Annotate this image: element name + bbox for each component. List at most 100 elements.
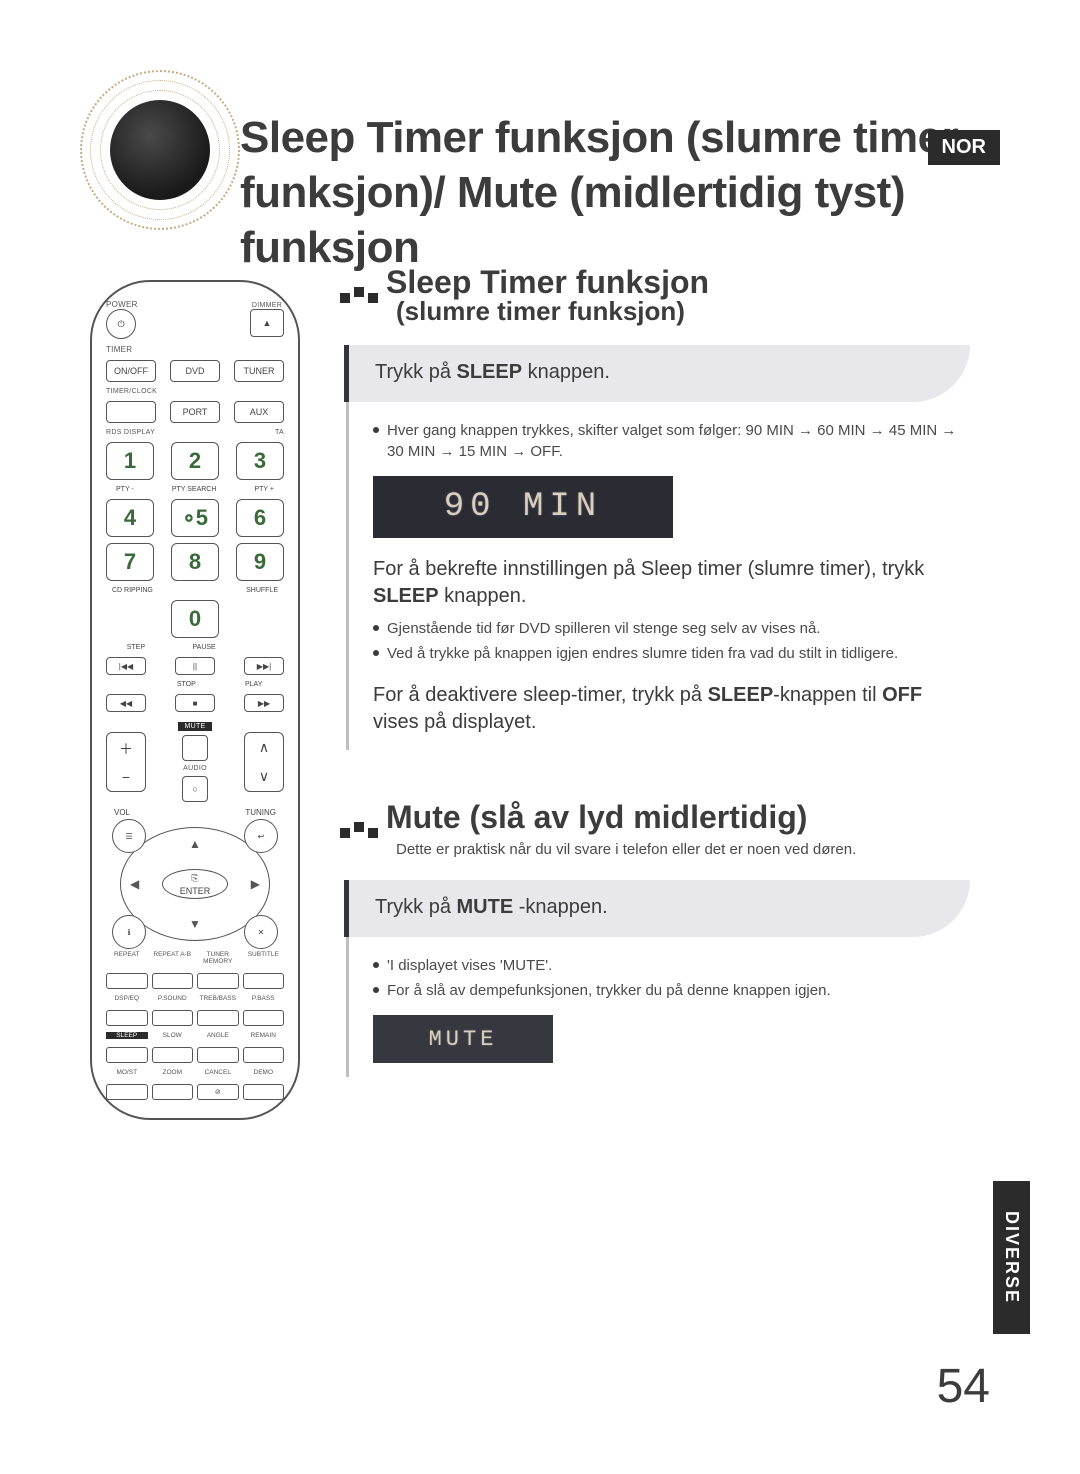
mute-button xyxy=(182,735,208,761)
bullet-dot-icon xyxy=(373,650,379,656)
remote-label-angle: ANGLE xyxy=(197,1032,239,1039)
tunermem-button xyxy=(197,973,239,989)
pause-button: || xyxy=(175,657,215,675)
zoom-button xyxy=(152,1084,194,1100)
remote-label-pause: PAUSE xyxy=(193,644,216,651)
num-8: 8 xyxy=(171,543,219,581)
display-mute: MUTE xyxy=(373,1015,553,1063)
most-button xyxy=(106,1084,148,1100)
num-4: 4 xyxy=(106,499,154,537)
page-number: 54 xyxy=(937,1359,990,1414)
bullet-item: For å slå av dempefunksjonen, trykker du… xyxy=(373,980,970,1001)
remote-label-ptysearch: PTY SEARCH xyxy=(172,486,217,493)
num-7: 7 xyxy=(106,543,154,581)
step-card-mute: Trykk på MUTE -knappen. xyxy=(344,880,970,937)
remote-label-ptyminus: PTY - xyxy=(116,486,134,493)
num-0: 0 xyxy=(171,600,219,638)
section1-body: Hver gang knappen trykkes, skifter valge… xyxy=(346,402,970,750)
remote-label-tuning: TUNING xyxy=(245,808,276,817)
tuner-button: TUNER xyxy=(234,360,284,382)
bullet-item: Ved å trykke på knappen igjen endres slu… xyxy=(373,643,970,664)
remote-label-stop: STOP xyxy=(177,681,196,688)
cancel-button: ⊘ xyxy=(197,1084,239,1100)
remote-label-dimmer: DIMMER xyxy=(250,302,284,309)
remote-label-play: PLAY xyxy=(245,681,262,688)
bullet-dot-icon xyxy=(373,987,379,993)
remote-label-cdripping: CD RIPPING xyxy=(112,587,153,594)
remote-label-ta: TA xyxy=(275,429,284,436)
sleep-button xyxy=(106,1047,148,1063)
para-deactivate: For å deaktivere sleep-timer, trykk på S… xyxy=(373,682,970,736)
language-badge: NOR xyxy=(928,130,1000,165)
dimmer-button: ▲ xyxy=(250,309,284,337)
remote-label-step: STEP xyxy=(127,644,145,651)
remote-label-rds: RDS DISPLAY xyxy=(106,429,155,436)
remote-label-repeatab: REPEAT A-B xyxy=(152,951,194,965)
slow-button xyxy=(152,1047,194,1063)
prev-button: |◀◀ xyxy=(106,657,146,675)
remote-label-audio: AUDIO xyxy=(183,765,207,772)
audio-button: ○ xyxy=(182,776,208,802)
remote-label-timer: TIMER xyxy=(106,345,284,354)
remote-label-tunermem: TUNER MEMORY xyxy=(197,951,239,965)
bullet-dot-icon xyxy=(373,962,379,968)
section2-title: Mute (slå av lyd midlertidig) xyxy=(340,800,970,835)
num-9: 9 xyxy=(236,543,284,581)
section-bullet-icon xyxy=(340,287,378,297)
num-5: ∘5 xyxy=(171,499,219,537)
title-line-2: funksjon)/ Mute (midlertidig tyst) funks… xyxy=(240,165,1000,275)
repeatab-button xyxy=(152,973,194,989)
bullet-dot-icon xyxy=(373,625,379,631)
enter-button: ⎘ ENTER xyxy=(162,869,228,899)
remote-label-timerclock: TIMER/CLOCK xyxy=(106,388,157,395)
remote-label-repeat: REPEAT xyxy=(106,951,148,965)
remote-label-slow: SLOW xyxy=(152,1032,194,1039)
remote-label-demo: DEMO xyxy=(243,1069,285,1076)
angle-button xyxy=(197,1047,239,1063)
menu-button: ☰ xyxy=(112,819,146,853)
remote-label-shuffle: SHUFFLE xyxy=(246,587,278,594)
remote-label-enter: ENTER xyxy=(180,886,211,896)
num-3: 3 xyxy=(236,442,284,480)
remote-label-cancel: CANCEL xyxy=(197,1069,239,1076)
section-sleep-timer: Sleep Timer funksjon (slumre timer funks… xyxy=(340,265,970,750)
trebbass-button xyxy=(197,1010,239,1026)
pbass-button xyxy=(243,1010,285,1026)
remote-label-trebbass: TREB/BASS xyxy=(197,995,239,1002)
vol-button: ＋− xyxy=(106,732,146,792)
num-2: 2 xyxy=(171,442,219,480)
remote-label-vol: VOL xyxy=(114,808,130,817)
bullet-item: Hver gang knappen trykkes, skifter valge… xyxy=(373,420,970,462)
section1-title: Sleep Timer funksjon xyxy=(340,265,970,300)
title-line-1: Sleep Timer funksjon (slumre timer xyxy=(240,110,1000,165)
power-button: ⏻ xyxy=(106,309,136,339)
exit-button: ✕ xyxy=(244,915,278,949)
tuning-button: ∧∨ xyxy=(244,732,284,792)
play-button: ▶▶ xyxy=(244,694,284,712)
psound-button xyxy=(152,1010,194,1026)
remote-label-most: MO/ST xyxy=(106,1069,148,1076)
info-button: ℹ xyxy=(112,915,146,949)
remote-label-sleep: SLEEP xyxy=(106,1032,148,1039)
step-card-sleep: Trykk på SLEEP knappen. xyxy=(344,345,970,402)
para-confirm: For å bekrefte innstillingen på Sleep ti… xyxy=(373,556,970,610)
section-mute: Mute (slå av lyd midlertidig) Dette er p… xyxy=(340,800,970,1077)
num-1: 1 xyxy=(106,442,154,480)
rew-button: ◀◀ xyxy=(106,694,146,712)
remote-label-power: POWER xyxy=(106,300,138,309)
remote-label-remain: REMAIN xyxy=(243,1032,285,1039)
section-bullet-icon xyxy=(340,822,378,832)
side-tab-diverse: DIVERSE xyxy=(993,1181,1030,1334)
port-button: PORT xyxy=(170,401,220,423)
bullet-item: 'I displayet vises 'MUTE'. xyxy=(373,955,970,976)
return-button: ↩ xyxy=(244,819,278,853)
remote-label-dspeq: DSP/EQ xyxy=(106,995,148,1002)
repeat-button xyxy=(106,973,148,989)
bullet-item: Gjenstående tid før DVD spilleren vil st… xyxy=(373,618,970,639)
remote-label-ptyplus: PTY + xyxy=(254,486,274,493)
demo-button xyxy=(243,1084,285,1100)
remain-button xyxy=(243,1047,285,1063)
dpad: ☰ ↩ ℹ ✕ ▲ ▼ ◀ ▶ ⎘ ENTER xyxy=(120,827,270,941)
section2-note: Dette er praktisk når du vil svare i tel… xyxy=(396,841,970,858)
stop-button: ■ xyxy=(175,694,215,712)
